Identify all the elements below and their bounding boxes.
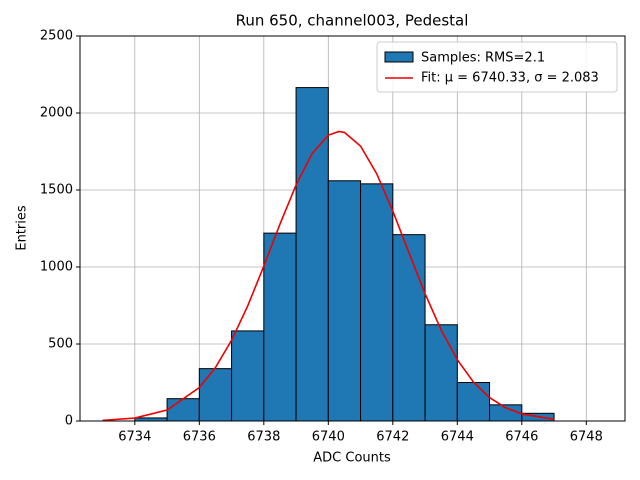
x-axis-label: ADC Counts — [313, 451, 391, 466]
x-tick-label: 6744 — [441, 430, 474, 445]
plot-frame — [79, 35, 626, 422]
x-tick-label: 6748 — [570, 430, 603, 445]
bar — [198, 368, 233, 422]
x-tick-label: 6738 — [247, 430, 280, 445]
y-tick-label: 0 — [65, 414, 73, 429]
x-tick-label: 6736 — [183, 430, 216, 445]
legend-label: Samples: RMS=2.1 — [421, 51, 545, 66]
x-tick-label: 6742 — [376, 430, 409, 445]
bar — [327, 180, 362, 422]
bar — [392, 234, 426, 422]
bar — [456, 382, 491, 422]
y-tick-label: 1500 — [40, 183, 73, 198]
legend-label: Fit: μ = 6740.33, σ = 2.083 — [421, 71, 599, 86]
y-tick-label: 2000 — [40, 106, 73, 121]
x-tick-label: 6746 — [505, 430, 538, 445]
legend-swatch — [384, 51, 414, 63]
bar — [263, 232, 297, 422]
bar — [295, 87, 329, 422]
bar — [360, 183, 394, 422]
y-tick-label: 2500 — [40, 29, 73, 44]
bar — [231, 330, 265, 422]
fit-line — [102, 130, 555, 422]
x-tick-label: 6734 — [118, 430, 151, 445]
x-tick-label: 6740 — [312, 430, 345, 445]
legend-box — [376, 41, 618, 93]
legend: Samples: RMS=2.1 Fit: μ = 6740.33, σ = 2.… — [376, 41, 618, 93]
bar — [166, 398, 200, 422]
y-tick-label: 1000 — [40, 260, 73, 275]
chart-title: Run 650, channel003, Pedestal — [236, 12, 469, 30]
bar — [424, 324, 458, 422]
y-tick-label: 500 — [48, 337, 73, 352]
y-axis-label: Entries — [15, 205, 30, 251]
